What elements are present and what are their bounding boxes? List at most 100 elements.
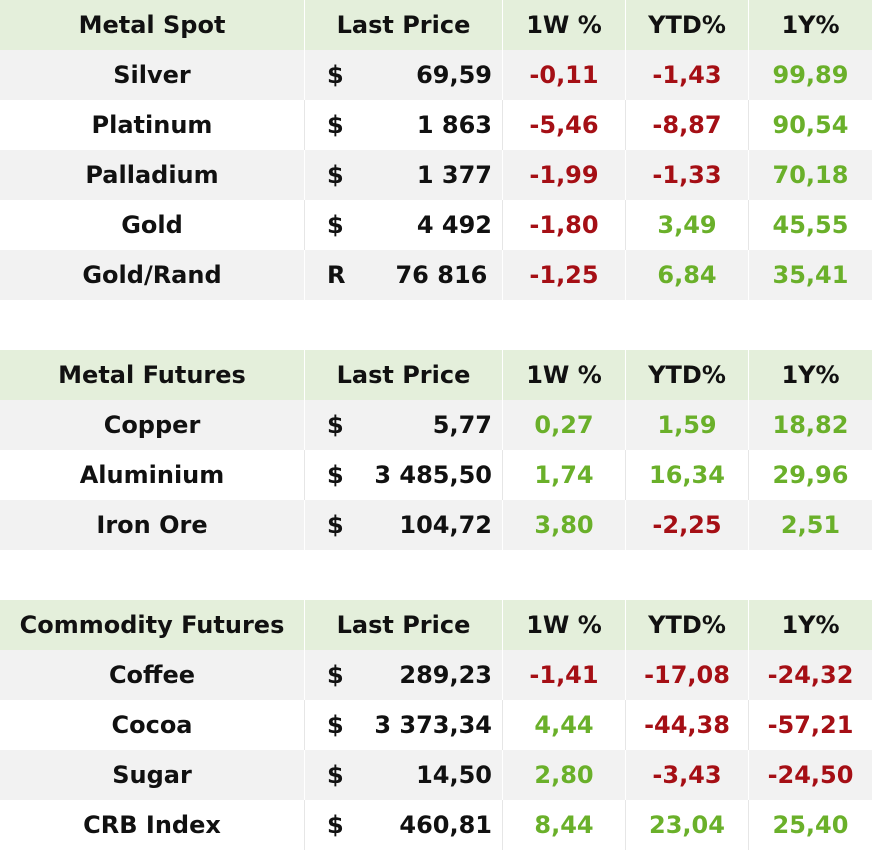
row-ytd: 16,34 bbox=[626, 450, 749, 500]
row-1w: 0,27 bbox=[503, 400, 626, 450]
price-value: 1 863 bbox=[416, 111, 492, 139]
column-header-1y: 1Y% bbox=[781, 611, 840, 639]
price-value: 104,72 bbox=[399, 511, 492, 539]
row-price: $460,81 bbox=[305, 800, 503, 850]
price-value: 3 373,34 bbox=[374, 711, 492, 739]
table-row: Iron Ore $104,72 3,80 -2,25 2,51 bbox=[0, 500, 872, 550]
row-1y: 35,41 bbox=[772, 261, 849, 289]
row-ytd: -3,43 bbox=[626, 750, 749, 800]
row-name: Gold bbox=[0, 200, 305, 250]
price-value: 4 492 bbox=[416, 211, 492, 239]
currency-symbol: $ bbox=[327, 761, 344, 789]
column-header-1w: 1W % bbox=[503, 0, 626, 50]
currency-symbol: $ bbox=[327, 711, 344, 739]
currency-symbol: $ bbox=[327, 511, 344, 539]
column-header-last-price: Last Price bbox=[305, 0, 503, 50]
row-name: Platinum bbox=[0, 100, 305, 150]
table-header-metal-spot: Metal Spot Last Price 1W % YTD% 1Y% bbox=[0, 0, 872, 50]
price-value: 76 816 bbox=[395, 261, 488, 289]
row-price: $3 373,34 bbox=[305, 700, 503, 750]
table-row: Cocoa $3 373,34 4,44 -44,38 -57,21 bbox=[0, 700, 872, 750]
row-ytd: 23,04 bbox=[626, 800, 749, 850]
row-name: Copper bbox=[0, 400, 305, 450]
row-1w: -1,25 bbox=[503, 250, 626, 300]
row-1y: 90,54 bbox=[772, 111, 849, 139]
table-header-metal-futures: Metal Futures Last Price 1W % YTD% 1Y% bbox=[0, 350, 872, 400]
row-name: Coffee bbox=[0, 650, 305, 700]
row-ytd: -1,43 bbox=[626, 50, 749, 100]
section-spacer bbox=[0, 550, 872, 601]
column-header-1w: 1W % bbox=[503, 600, 626, 650]
row-ytd: -8,87 bbox=[626, 100, 749, 150]
row-price: $289,23 bbox=[305, 650, 503, 700]
row-1w: -5,46 bbox=[503, 100, 626, 150]
row-1y: -57,21 bbox=[767, 711, 854, 739]
row-ytd: -44,38 bbox=[626, 700, 749, 750]
row-price: $1 863 bbox=[305, 100, 503, 150]
column-header-last-price: Last Price bbox=[305, 350, 503, 400]
table-row: Sugar $14,50 2,80 -3,43 -24,50 bbox=[0, 750, 872, 800]
section-spacer bbox=[0, 300, 872, 351]
currency-symbol: $ bbox=[327, 61, 344, 89]
column-header-name: Metal Futures bbox=[0, 350, 305, 400]
column-header-ytd: YTD% bbox=[626, 0, 749, 50]
column-header-ytd: YTD% bbox=[626, 600, 749, 650]
row-ytd: 3,49 bbox=[626, 200, 749, 250]
price-value: 460,81 bbox=[399, 811, 492, 839]
row-ytd: 6,84 bbox=[626, 250, 749, 300]
column-header-last-price: Last Price bbox=[305, 600, 503, 650]
currency-symbol: $ bbox=[327, 211, 344, 239]
currency-symbol: $ bbox=[327, 461, 344, 489]
row-price: $69,59 bbox=[305, 50, 503, 100]
row-price: $5,77 bbox=[305, 400, 503, 450]
row-price: $3 485,50 bbox=[305, 450, 503, 500]
row-1w: 3,80 bbox=[503, 500, 626, 550]
row-name: CRB Index bbox=[0, 800, 305, 850]
column-header-1y: 1Y% bbox=[781, 361, 840, 389]
row-ytd: -1,33 bbox=[626, 150, 749, 200]
row-1w: -1,99 bbox=[503, 150, 626, 200]
row-1y: 2,51 bbox=[780, 511, 841, 539]
table-row: Aluminium $3 485,50 1,74 16,34 29,96 bbox=[0, 450, 872, 500]
price-value: 69,59 bbox=[416, 61, 492, 89]
column-header-ytd: YTD% bbox=[626, 350, 749, 400]
row-price: R 76 816 bbox=[305, 250, 503, 300]
row-1y: 45,55 bbox=[772, 211, 849, 239]
row-ytd: 1,59 bbox=[626, 400, 749, 450]
column-header-name: Commodity Futures bbox=[0, 600, 305, 650]
price-value: 289,23 bbox=[399, 661, 492, 689]
row-name: Iron Ore bbox=[0, 500, 305, 550]
row-price: $4 492 bbox=[305, 200, 503, 250]
row-price: $1 377 bbox=[305, 150, 503, 200]
currency-symbol: $ bbox=[327, 811, 344, 839]
row-1y: 18,82 bbox=[772, 411, 849, 439]
row-name: Aluminium bbox=[0, 450, 305, 500]
currency-symbol: $ bbox=[327, 411, 344, 439]
row-name: Cocoa bbox=[0, 700, 305, 750]
table-row: Gold $4 492 -1,80 3,49 45,55 bbox=[0, 200, 872, 250]
row-1w: 4,44 bbox=[503, 700, 626, 750]
currency-symbol: $ bbox=[327, 661, 344, 689]
column-header-1w: 1W % bbox=[503, 350, 626, 400]
currency-symbol: $ bbox=[327, 161, 344, 189]
row-name: Gold/Rand bbox=[0, 250, 305, 300]
row-price: $104,72 bbox=[305, 500, 503, 550]
row-1y: 99,89 bbox=[772, 61, 849, 89]
table-row: Palladium $1 377 -1,99 -1,33 70,18 bbox=[0, 150, 872, 200]
row-price: $14,50 bbox=[305, 750, 503, 800]
table-row: Silver $69,59 -0,11 -1,43 99,89 bbox=[0, 50, 872, 100]
price-value: 3 485,50 bbox=[374, 461, 492, 489]
table-row: CRB Index $460,81 8,44 23,04 25,40 bbox=[0, 800, 872, 850]
price-value: 14,50 bbox=[416, 761, 492, 789]
row-1w: 2,80 bbox=[503, 750, 626, 800]
price-value: 5,77 bbox=[432, 411, 492, 439]
row-ytd: -2,25 bbox=[626, 500, 749, 550]
column-header-name: Metal Spot bbox=[0, 0, 305, 50]
currency-symbol: $ bbox=[327, 111, 344, 139]
table-row: Copper $5,77 0,27 1,59 18,82 bbox=[0, 400, 872, 450]
price-value: 1 377 bbox=[416, 161, 492, 189]
table-header-commodity-futures: Commodity Futures Last Price 1W % YTD% 1… bbox=[0, 600, 872, 650]
table-row: Gold/Rand R 76 816 -1,25 6,84 35,41 bbox=[0, 250, 872, 300]
row-1y: 70,18 bbox=[772, 161, 849, 189]
